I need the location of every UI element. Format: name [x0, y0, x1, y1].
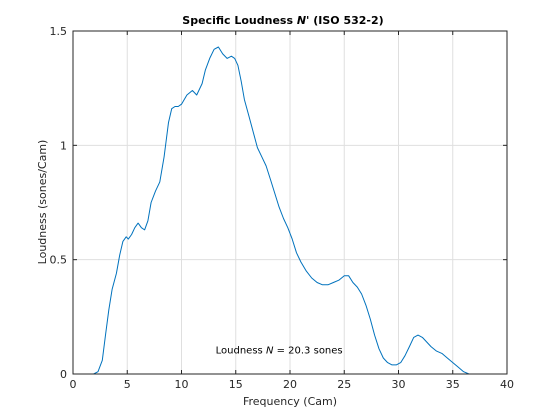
annotation-part-1: Loudness [216, 345, 266, 356]
chart-title: Specific Loudness N' (ISO 532-2) [182, 14, 383, 27]
specific-loudness-line [93, 46, 497, 375]
annotation-part-2: = 20.3 sones [273, 345, 342, 356]
y-tick-label: 1 [60, 139, 67, 152]
y-tick-label: 1.5 [50, 25, 68, 38]
annotation-symbol: N [266, 345, 274, 356]
x-tick-label: 20 [283, 378, 297, 391]
data-layer [93, 46, 497, 375]
loudness-annotation: Loudness N = 20.3 sones [216, 345, 343, 356]
x-tick-label: 30 [392, 378, 406, 391]
x-tick-label: 40 [500, 378, 514, 391]
x-tick-label: 15 [229, 378, 243, 391]
x-tick-label: 35 [446, 378, 460, 391]
y-tick-label: 0 [60, 368, 67, 381]
x-axis-label: Frequency (Cam) [243, 395, 337, 408]
title-part-1: Specific Loudness [182, 14, 297, 27]
y-axis-label: Loudness (sones/Cam) [36, 140, 49, 265]
title-symbol: N' [297, 14, 310, 27]
ticks: 0 5 10 15 20 25 30 35 40 0 0.5 1 1.5 [50, 25, 515, 391]
axes-frame [72, 30, 508, 375]
x-tick-label: 0 [70, 378, 77, 391]
x-tick-label: 10 [175, 378, 189, 391]
x-tick-label: 25 [337, 378, 351, 391]
title-part-2: (ISO 532-2) [309, 14, 383, 27]
y-tick-label: 0.5 [50, 254, 68, 267]
x-tick-label: 5 [124, 378, 131, 391]
